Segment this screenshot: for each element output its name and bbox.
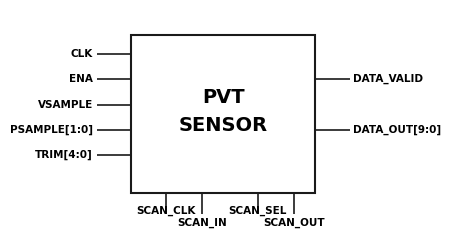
Text: SCAN_OUT: SCAN_OUT: [263, 218, 325, 228]
Text: SCAN_IN: SCAN_IN: [177, 218, 227, 228]
Text: SCAN_CLK: SCAN_CLK: [135, 206, 195, 216]
Text: TRIM[4:0]: TRIM[4:0]: [35, 150, 93, 161]
Text: PSAMPLE[1:0]: PSAMPLE[1:0]: [10, 125, 93, 135]
Bar: [131, 35, 314, 193]
Text: DATA_VALID: DATA_VALID: [353, 74, 422, 84]
Text: SENSOR: SENSOR: [178, 116, 267, 135]
Text: ENA: ENA: [69, 74, 93, 84]
Text: SCAN_SEL: SCAN_SEL: [228, 206, 286, 216]
Text: PVT: PVT: [202, 88, 244, 107]
Text: DATA_OUT[9:0]: DATA_OUT[9:0]: [353, 125, 441, 135]
Text: CLK: CLK: [71, 49, 93, 59]
Text: VSAMPLE: VSAMPLE: [38, 100, 93, 110]
